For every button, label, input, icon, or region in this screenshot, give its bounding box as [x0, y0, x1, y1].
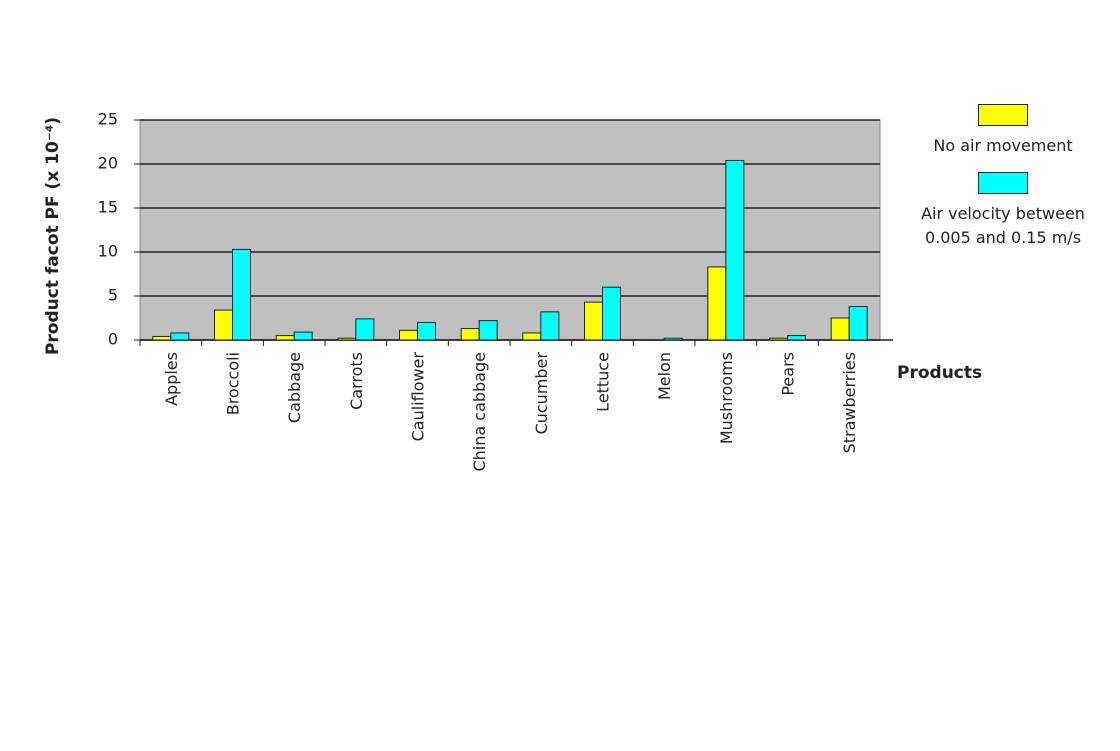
bar [170, 332, 190, 341]
bar [848, 306, 868, 341]
bar [540, 311, 560, 341]
bar [214, 309, 233, 341]
bar [707, 266, 727, 341]
x-tick-label: Carrots [347, 352, 366, 410]
bar [830, 317, 850, 341]
x-tick-label: Mushrooms [717, 352, 736, 444]
y-tick-label: 0 [108, 330, 118, 349]
x-tick-label: Cucumber [532, 352, 551, 435]
bar [275, 335, 295, 341]
bar [355, 318, 375, 341]
legend-swatch [978, 104, 1028, 126]
bar [584, 301, 603, 341]
x-tick-label: Cauliflower [409, 352, 428, 442]
x-axis-title: Products [897, 363, 982, 383]
bar [787, 335, 806, 341]
bar [460, 328, 480, 341]
bar [663, 337, 683, 341]
bar [232, 248, 251, 341]
x-tick-label: Cabbage [285, 352, 304, 423]
bar [602, 286, 621, 341]
y-tick-label: 20 [98, 154, 118, 173]
legend: No air movement Air velocity between 0.00… [898, 104, 1108, 250]
legend-label: No air movement [933, 136, 1073, 155]
y-tick-label: 5 [108, 286, 118, 305]
y-tick-label: 10 [98, 242, 118, 261]
x-tick-label: Melon [655, 352, 674, 400]
x-tick-label: Pears [779, 352, 798, 396]
x-tick-label: Lettuce [594, 352, 613, 412]
y-axis-title: Product facot PF (x 10⁻⁴) [43, 117, 63, 355]
plot-area [139, 119, 881, 341]
legend-swatch [978, 172, 1028, 194]
bar [522, 332, 542, 341]
x-tick-label: Apples [162, 352, 181, 406]
bar [725, 159, 745, 341]
bar [152, 335, 172, 341]
bar [293, 331, 313, 341]
bar [769, 337, 788, 341]
y-tick-label: 15 [98, 198, 118, 217]
y-tick-label: 25 [98, 110, 118, 129]
bar [399, 329, 418, 341]
x-tick-label: Strawberries [840, 352, 859, 453]
bar [417, 321, 436, 341]
bar [478, 320, 498, 341]
bar [337, 337, 357, 341]
legend-label: Air velocity between 0.005 and 0.15 m/s [921, 204, 1085, 247]
x-tick-label: Broccoli [224, 352, 243, 415]
x-tick-label: China cabbage [470, 352, 489, 472]
